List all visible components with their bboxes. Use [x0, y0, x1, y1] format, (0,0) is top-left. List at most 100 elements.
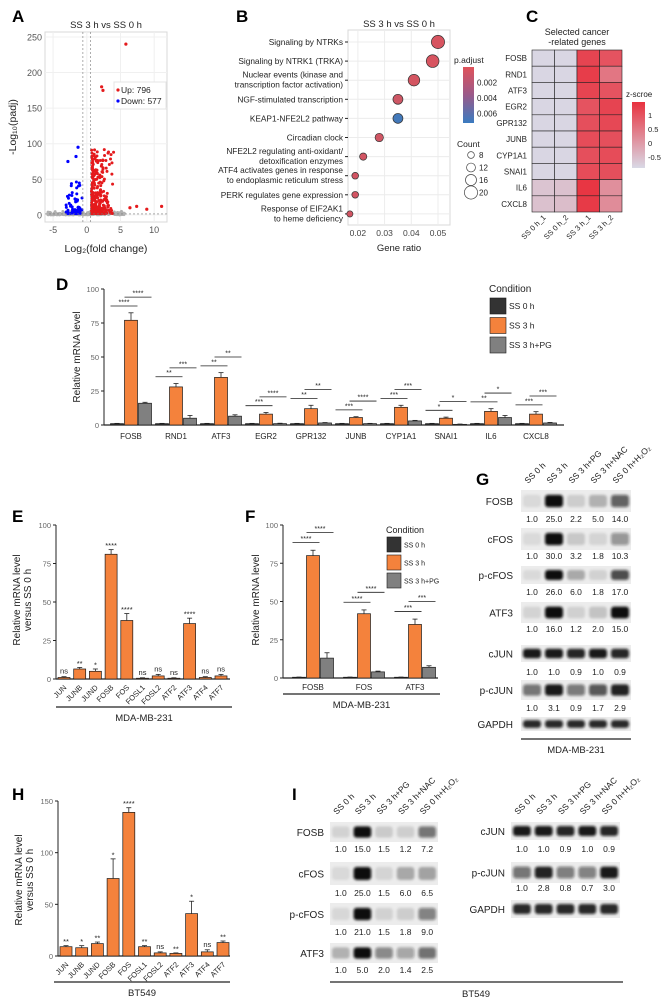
volcano-points — [46, 42, 164, 217]
lane-header: SS 0 h — [512, 791, 537, 816]
point-up — [93, 191, 97, 195]
protein-band — [611, 532, 629, 546]
lane-header: SS 0 h — [331, 791, 356, 816]
significance-label: ** — [166, 370, 172, 377]
protein-band — [523, 606, 541, 619]
significance-label: ** — [481, 395, 487, 402]
protein-band — [556, 866, 575, 879]
lane-header: SS 3 h — [353, 791, 378, 816]
band-quantification: 1.0 — [335, 965, 347, 975]
point-down — [70, 191, 74, 195]
point-up — [98, 158, 102, 162]
point-up — [97, 181, 101, 185]
point-down — [77, 181, 81, 185]
legend-swatch — [386, 554, 402, 571]
bar — [122, 812, 136, 957]
bar — [259, 413, 273, 426]
significance-label: *** — [525, 398, 533, 405]
significance-label: ns — [217, 664, 225, 673]
protein-band — [396, 867, 415, 880]
protein-band — [353, 907, 372, 921]
band-quantification: 10.3 — [612, 551, 629, 561]
enrichment-dot — [346, 210, 354, 218]
bar — [198, 677, 212, 680]
size-legend-title: Count — [457, 139, 480, 149]
legend-swatch — [489, 297, 507, 315]
protein-band — [396, 907, 415, 921]
band-quantification: 15.0 — [354, 844, 371, 854]
point-ns — [119, 211, 123, 214]
point-down — [74, 180, 78, 184]
significance-label: **** — [133, 291, 144, 298]
band-quantification: 2.0 — [378, 965, 390, 975]
heatmap-cell — [576, 98, 600, 116]
significance-label: *** — [345, 403, 353, 410]
protein-band — [578, 866, 597, 879]
band-quantification: 1.0 — [335, 927, 347, 937]
y-tick-label: 100 — [27, 139, 42, 149]
legend-label: SS 3 h+PG — [509, 340, 552, 350]
band-quantification: 3.0 — [603, 883, 615, 893]
bar — [335, 423, 349, 426]
point-up — [105, 201, 109, 205]
bar — [394, 406, 408, 426]
point-up — [97, 211, 101, 215]
lane-header: SS 0 h — [522, 460, 547, 485]
color-legend-title: p.adjust — [454, 55, 484, 65]
blot-row-label: cFOS — [298, 870, 324, 881]
heatmap-row-label: FOSB — [505, 54, 527, 63]
protein-band — [523, 684, 541, 696]
band-quantification: 5.0 — [592, 514, 604, 524]
colorbar-tick-label: 0.004 — [477, 94, 498, 103]
protein-band — [353, 867, 372, 880]
y-axis-label-line: Relative mRNA level — [14, 834, 25, 925]
point-up — [94, 200, 98, 204]
legend-title: Condition — [489, 284, 531, 295]
heatmap-cell — [531, 98, 555, 116]
heatmap-row-label: EGR2 — [505, 103, 527, 112]
protein-band — [396, 947, 415, 959]
point-down — [66, 210, 70, 214]
point-up — [104, 159, 108, 163]
band-quantification: 1.8 — [592, 587, 604, 597]
band-quantification: 2.0 — [592, 624, 604, 634]
significance-label: **** — [105, 541, 117, 550]
category-label: IL6 — [485, 432, 497, 441]
term-label-line: transcription factor activation) — [235, 80, 344, 90]
y-tick-label: 25 — [91, 387, 99, 396]
bar — [515, 423, 529, 426]
heatmap-cell — [554, 146, 578, 164]
size-legend-circle — [466, 162, 476, 173]
point-up — [92, 198, 96, 202]
protein-band — [567, 606, 585, 619]
bar — [408, 624, 422, 679]
bar — [228, 415, 242, 426]
heatmap-cell — [531, 130, 555, 148]
significance-label: ** — [142, 937, 148, 946]
heatmap-cell — [576, 146, 600, 164]
point-up — [107, 208, 111, 212]
point-up — [99, 194, 103, 198]
significance-label: ns — [170, 668, 178, 677]
heatmap-cell — [554, 114, 578, 132]
y-tick-label: 75 — [270, 559, 278, 568]
protein-band — [556, 903, 575, 915]
panel-label-c: C — [526, 7, 538, 26]
protein-band — [545, 720, 563, 728]
point-up — [124, 42, 128, 46]
heatmap-cell — [554, 65, 578, 83]
band-quantification: 1.5 — [378, 888, 390, 898]
size-legend-label: 20 — [479, 189, 488, 198]
y-tick-label: 0 — [274, 674, 278, 683]
heatmap-cell — [576, 195, 600, 213]
band-quantification: 1.0 — [592, 667, 604, 677]
band-quantification: 1.8 — [592, 551, 604, 561]
bar — [498, 417, 512, 426]
y-tick-label: 250 — [27, 32, 42, 42]
protein-band — [589, 532, 607, 546]
heatmap-row-label: GPR132 — [496, 119, 527, 128]
heatmap-cell — [599, 195, 623, 213]
protein-band — [611, 648, 629, 659]
heatmap-row-label: CXCL8 — [501, 200, 527, 209]
colorbar-tick-label: 0.006 — [477, 110, 498, 119]
